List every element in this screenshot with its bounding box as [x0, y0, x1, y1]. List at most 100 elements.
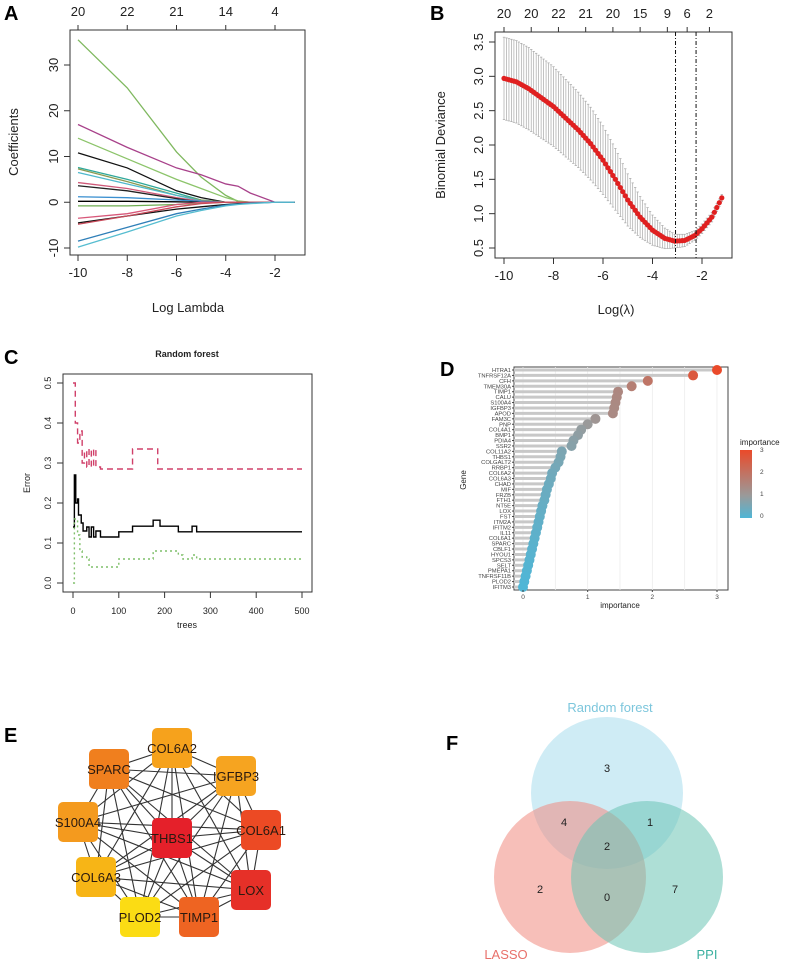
network-node	[120, 897, 160, 937]
gene-label: IGFBP3	[490, 406, 511, 412]
x-tick-label: -10	[69, 265, 88, 280]
x-tick-label: -4	[220, 265, 232, 280]
lasso-coefficient-plot: -10 -8 -6 -4 -2 -10 0 10 20 30 20 22 21 14 4 Log Lambda…	[6, 4, 306, 315]
gene-label: LOX	[499, 509, 511, 515]
top-tick-label: 6	[684, 6, 691, 21]
node-label: COL6A3	[71, 870, 121, 885]
x-tick-label: 0	[70, 606, 75, 616]
gene-label: CALU	[496, 395, 511, 401]
y-tick-label: 0.2	[43, 497, 53, 510]
gene-label: COL6A2	[489, 471, 511, 477]
x-tick-label: -6	[171, 265, 183, 280]
gene-label: SPARC	[491, 542, 511, 548]
x-tick-label: 200	[157, 606, 172, 616]
gene-label: CFH	[499, 379, 511, 385]
network-node	[216, 756, 256, 796]
gene-label: FAM3C	[492, 417, 511, 423]
y-tick-label: 30	[46, 58, 61, 72]
y-tick-label: 0.5	[471, 239, 486, 257]
x-tick-label: -6	[597, 268, 609, 283]
gene-label: RRBP1	[492, 466, 511, 472]
region-count: 2	[537, 884, 543, 896]
importance-point	[712, 365, 722, 375]
x-axis-label: Log(λ)	[598, 302, 635, 317]
gene-label: APOD	[495, 411, 511, 417]
y-tick-label: 0.0	[43, 577, 53, 590]
gene-label: THBS1	[492, 455, 511, 461]
coefficient-path-line	[77, 201, 295, 219]
y-tick-label: 1.0	[471, 205, 486, 223]
gene-label: SSR2	[496, 444, 511, 450]
node-label: THBS1	[151, 831, 193, 846]
y-axis-label: Binomial Deviance	[433, 91, 448, 199]
coefficient-path-line	[77, 123, 295, 203]
importance-point	[590, 413, 601, 424]
plot-frame	[62, 373, 313, 593]
node-label: TIMP1	[180, 910, 218, 925]
random-forest-error-plot: 0 100 200 300 400 500 0.0 0.1 0.2 0.3 0.4 0.5 Random…	[22, 349, 313, 630]
coefficient-path-line	[77, 181, 295, 203]
legend-label: 1	[760, 491, 764, 498]
network-edge	[77, 775, 237, 823]
legend-label: 0	[760, 513, 764, 520]
x-tick-label: 300	[203, 606, 218, 616]
y-axis-label: Gene	[459, 470, 468, 490]
x-tick-label: 400	[249, 606, 264, 616]
network-node	[179, 897, 219, 937]
x-tick-label: 500	[294, 606, 309, 616]
set-label: PPI	[697, 947, 718, 962]
gene-label: TNFRSF11B	[478, 574, 511, 580]
y-tick-label: 20	[46, 104, 61, 118]
importance-point	[518, 582, 528, 592]
node-label: COL6A1	[236, 823, 286, 838]
y-tick-label: 0.5	[43, 377, 53, 390]
top-tick-label: 22	[120, 4, 134, 19]
gene-label: CHAD	[495, 482, 511, 488]
top-tick-label: 14	[219, 4, 233, 19]
error-rate-line	[73, 474, 302, 538]
region-count: 0	[604, 892, 610, 904]
panel-label-c: C	[4, 347, 18, 369]
venn-diagram: Random forest LASSO PPI 3 4 1 2 2 0 7	[484, 700, 723, 962]
network-edge	[108, 768, 262, 831]
legend-label: 3	[760, 447, 764, 454]
region-count: 4	[561, 817, 567, 829]
gene-label: COL6A1	[489, 536, 511, 542]
x-tick-label: 3	[715, 594, 719, 601]
network-node	[241, 810, 281, 850]
top-tick-label: 20	[497, 6, 511, 21]
region-count: 3	[604, 763, 610, 775]
node-label: COL6A2	[147, 741, 197, 756]
y-tick-label: 2.0	[471, 136, 486, 154]
deviance-point	[622, 193, 628, 199]
panel-label-b: B	[430, 3, 444, 25]
network-node	[76, 857, 116, 897]
node-label: IGFBP3	[213, 769, 259, 784]
venn-set-circle	[571, 801, 723, 953]
gene-label: IFITM3	[493, 585, 511, 591]
x-tick-label: -2	[269, 265, 281, 280]
x-axis-label: importance	[600, 601, 640, 610]
panel-label-e: E	[4, 725, 17, 747]
network-node	[152, 728, 192, 768]
node-label: LOX	[238, 883, 264, 898]
gene-label: CBLF1	[493, 547, 511, 553]
y-axis-label: Error	[22, 473, 32, 493]
x-tick-label: -8	[548, 268, 560, 283]
network-edge	[95, 876, 252, 891]
x-axis-label: Log Lambda	[152, 300, 225, 315]
y-tick-label: 0.4	[43, 417, 53, 430]
gene-label: PMEPA1	[488, 569, 511, 575]
set-label: Random forest	[567, 700, 653, 715]
network-node	[152, 818, 192, 858]
y-tick-label: 10	[46, 149, 61, 163]
importance-point	[566, 440, 577, 451]
gene-label: PNP	[499, 422, 511, 428]
x-tick-label: -8	[121, 265, 133, 280]
network-edge	[198, 775, 237, 918]
network-node	[89, 749, 129, 789]
gene-label: TMEM30A	[484, 384, 512, 390]
y-tick-label: 2.5	[471, 102, 486, 120]
y-tick-label: 3.5	[471, 33, 486, 51]
gene-importance-plot: HTRA1TNFRSF12ACFHTMEM30ATIMP1CALUS100A4I…	[459, 365, 780, 610]
